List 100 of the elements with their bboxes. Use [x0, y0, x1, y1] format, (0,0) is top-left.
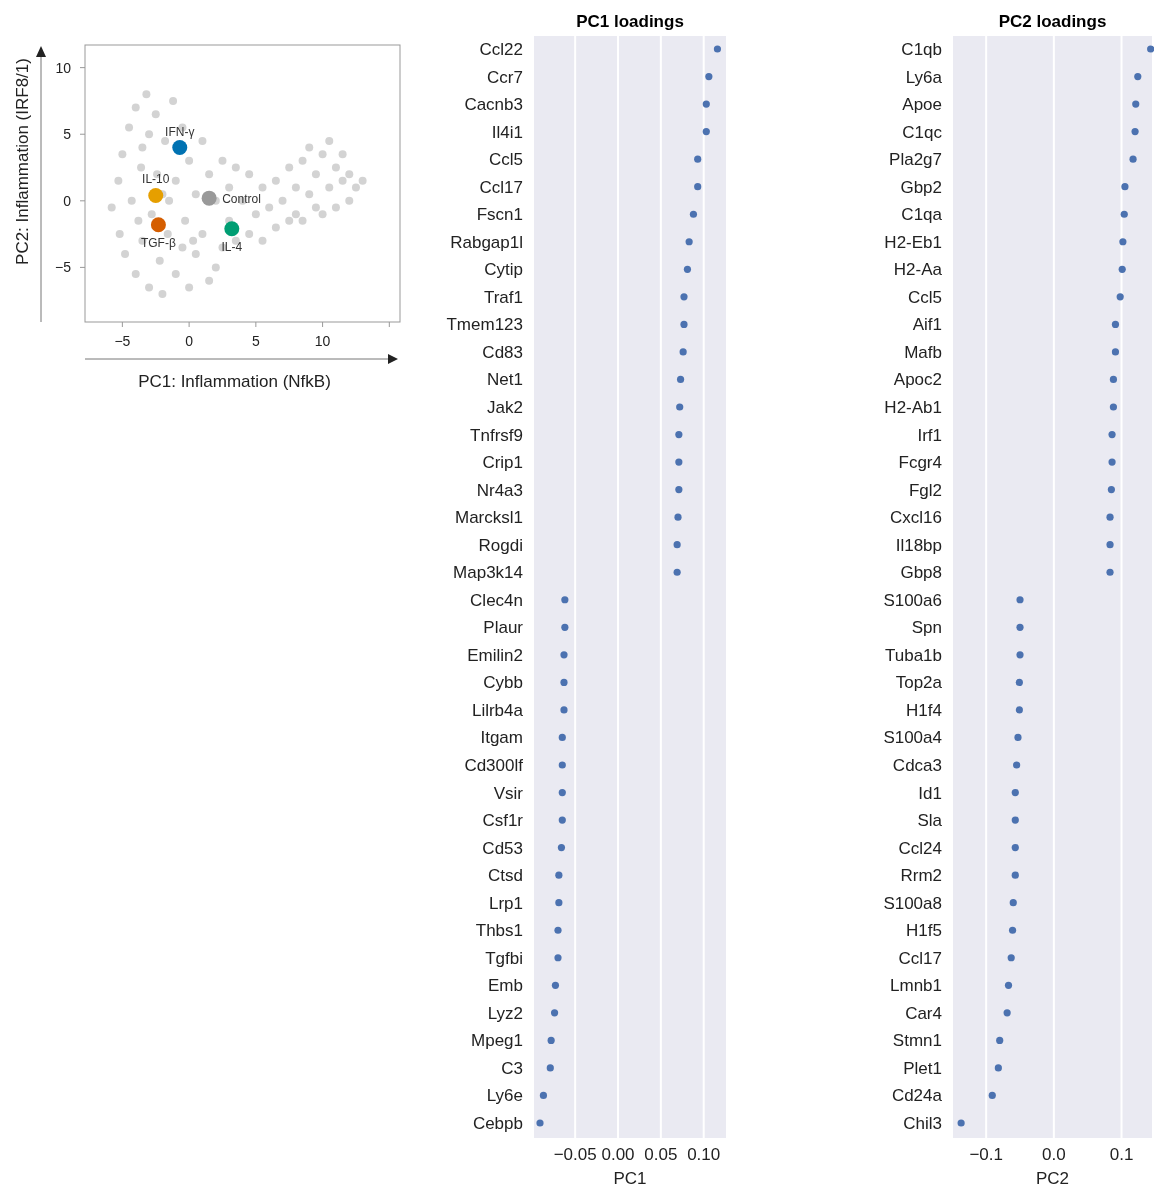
point: [1118, 265, 1126, 273]
x-tick-label: −0.05: [553, 1145, 597, 1164]
y-tick-label: H1f4: [906, 700, 942, 720]
y-tick-label: Aif1: [912, 315, 942, 335]
y-tick-label: Ccr7: [487, 67, 523, 87]
y-tick-label: Tuba1b: [884, 645, 942, 665]
x-tick-label: 0.00: [601, 1145, 635, 1164]
y-tick-label: 10: [55, 59, 72, 76]
y-tick-label: Lrp1: [488, 893, 523, 913]
y-tick-label: Top2a: [895, 673, 943, 693]
point: [675, 430, 683, 439]
y-tick-label: Ccl24: [898, 838, 942, 858]
series-label: TGF-β: [140, 235, 176, 250]
point: [1129, 155, 1137, 163]
y-tick-label: Lilrb4a: [471, 700, 524, 720]
y-tick-label: 5: [63, 126, 72, 143]
point: [550, 1009, 559, 1017]
point: [702, 128, 710, 136]
point: [1014, 733, 1022, 742]
point: [558, 816, 566, 824]
y-tick-label: Clec4n: [470, 590, 523, 610]
y-tick-label: S100a6: [883, 590, 942, 610]
y-tick-label: Ccl5: [907, 287, 942, 307]
point: [557, 844, 566, 852]
y-tick-label: S100a4: [883, 728, 942, 748]
point: [713, 45, 722, 53]
point: [1004, 981, 1013, 989]
y-tick-label: Itgam: [480, 728, 523, 748]
point: [674, 513, 682, 521]
y-tick-label: Spn: [911, 618, 942, 638]
point: [680, 293, 688, 301]
y-tick-label: Cacnb3: [464, 95, 523, 115]
x-tick-label: 0.0: [1042, 1145, 1066, 1164]
point: [555, 871, 563, 879]
y-tick-label: Gbp8: [900, 563, 942, 583]
x-axis-title: PC1: [613, 1169, 647, 1185]
point: [561, 623, 569, 631]
y-tick-label: Pla2g7: [889, 150, 942, 170]
point: [1016, 596, 1024, 604]
x-tick-label: −5: [114, 333, 131, 349]
point: [676, 375, 685, 384]
point: [1116, 293, 1124, 301]
y-tick-label: Marcksl1: [454, 508, 523, 528]
y-tick-label: Fgl2: [908, 480, 942, 500]
y-tick-label: Car4: [905, 1003, 942, 1023]
y-tick-label: H2-Ab1: [884, 398, 942, 417]
y-tick-label: Tgfbi: [485, 948, 523, 968]
point: [1015, 706, 1023, 714]
y-tick-label: C1qa: [901, 205, 943, 225]
point: [1108, 458, 1116, 466]
x-tick-label: 0.10: [687, 1145, 721, 1164]
point: [1007, 954, 1015, 962]
point: [685, 238, 693, 246]
y-tick-label: Fscn1: [476, 205, 523, 225]
y-tick-label: S100a8: [883, 893, 942, 913]
y-tick-label: Cd53: [482, 838, 523, 858]
series-label: IL-4: [221, 239, 243, 254]
y-tick-label: Apoc2: [893, 370, 942, 390]
y-tick-label: Ccl22: [479, 40, 523, 59]
y-tick-label: Ctsd: [488, 866, 523, 886]
point: [539, 1091, 548, 1100]
point: [1015, 678, 1023, 686]
series-label: IL-10: [142, 172, 170, 187]
y-tick-label: Il18bp: [895, 535, 942, 555]
point: [546, 1064, 554, 1072]
y-tick-label: Fcgr4: [898, 453, 942, 473]
point: [1109, 375, 1118, 384]
point: [957, 1119, 965, 1127]
point: [560, 678, 568, 686]
point: [1011, 871, 1019, 879]
point: [201, 190, 217, 206]
point: [988, 1091, 996, 1100]
y-tick-label: Map3k14: [453, 563, 523, 583]
y-tick-label: 0: [63, 192, 72, 209]
chart-title: PC1 loadings: [576, 12, 684, 31]
point: [1016, 651, 1024, 659]
y-tick-label: Cdca3: [892, 756, 942, 775]
point: [1016, 623, 1024, 631]
y-tick-label: Csf1r: [482, 811, 524, 831]
point: [1013, 761, 1021, 769]
y-tick-label: Ly6a: [905, 67, 943, 87]
y-tick-label: Ccl17: [479, 177, 523, 197]
point: [1009, 899, 1017, 907]
point: [1108, 430, 1116, 439]
y-tick-label: Rrm2: [900, 866, 942, 886]
y-tick-label: Irf1: [917, 425, 942, 445]
point: [676, 403, 684, 411]
point: [673, 568, 681, 576]
y-axis-title: PC2: Inflammation (IRF8/1): [13, 58, 32, 265]
point: [994, 1064, 1002, 1072]
point: [1120, 210, 1128, 218]
point: [683, 265, 692, 273]
point: [150, 217, 166, 233]
point: [1106, 541, 1114, 549]
point: [675, 458, 683, 466]
y-tick-label: Emilin2: [467, 645, 523, 665]
y-tick-label: Plet1: [903, 1058, 942, 1078]
y-tick-label: Cd300lf: [464, 756, 524, 775]
point: [1003, 1009, 1011, 1017]
point: [1107, 486, 1115, 494]
